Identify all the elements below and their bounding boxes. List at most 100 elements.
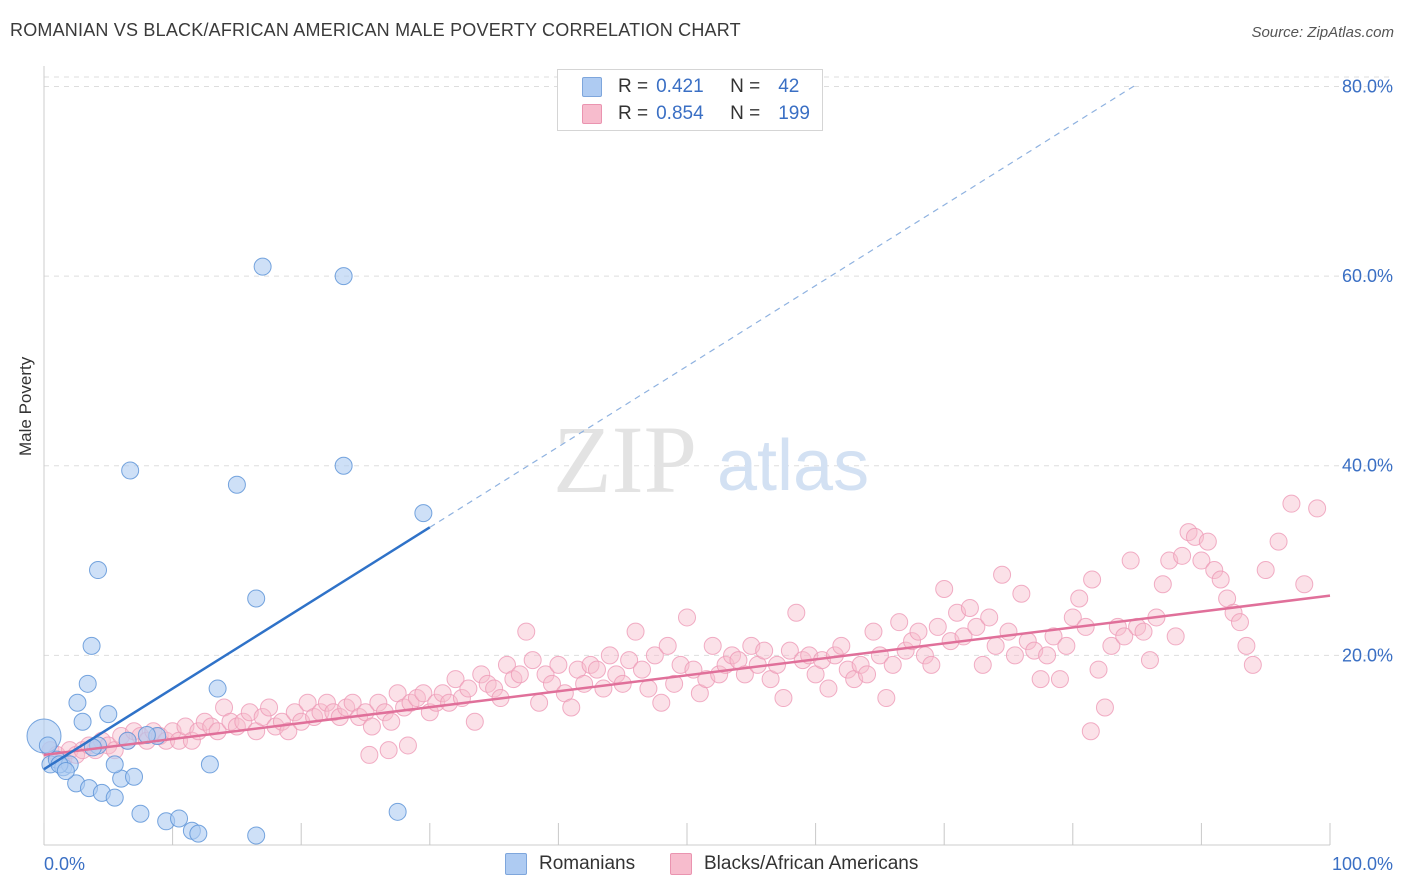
blacks-point: [1102, 636, 1121, 655]
blacks-point: [665, 674, 684, 693]
legend-r-label: R =: [618, 103, 649, 124]
blacks-point: [433, 684, 452, 703]
x-tick-label: 0.0%: [44, 854, 85, 874]
blacks-point: [787, 603, 806, 622]
legend-item-blacks[interactable]: Blacks/African Americans: [670, 852, 918, 876]
blacks-point: [360, 745, 379, 764]
blacks-point: [1269, 532, 1288, 551]
y-tick-label: 40.0%: [1342, 456, 1393, 476]
blacks-point: [877, 689, 896, 708]
legend-label-romanians: Romanians: [539, 853, 636, 874]
blacks-point: [967, 617, 986, 636]
legend-label-blacks: Blacks/African Americans: [704, 853, 919, 874]
blacks-point: [279, 722, 298, 741]
blacks-point: [600, 646, 619, 665]
blacks-point: [632, 660, 651, 679]
blacks-point: [960, 598, 979, 617]
romanians-point: [68, 693, 87, 712]
romanians-point: [105, 755, 124, 774]
blacks-point: [414, 684, 433, 703]
blacks-point: [1083, 570, 1102, 589]
blacks-point: [485, 679, 504, 698]
romanians-point: [137, 726, 156, 745]
legend-r-value: 0.421: [656, 76, 704, 97]
blacks-point: [581, 655, 600, 674]
blacks-point: [1192, 551, 1211, 570]
blacks-point: [221, 712, 240, 731]
blacks-point: [195, 712, 214, 731]
romanians-point: [189, 824, 208, 843]
romanians-point: [121, 461, 140, 480]
blacks-point: [780, 641, 799, 660]
blacks-point: [626, 622, 645, 641]
blacks-point: [832, 636, 851, 655]
romanians-point: [78, 674, 97, 693]
legend-r-label: R =: [618, 76, 649, 97]
blacks-point: [735, 665, 754, 684]
blacks-point: [703, 636, 722, 655]
romanians-point: [56, 762, 75, 781]
romanians-point: [73, 712, 92, 731]
y-tick-label: 80.0%: [1342, 76, 1393, 96]
blacks-point: [1256, 561, 1275, 580]
romanians-point: [125, 767, 144, 786]
series-romanians-points: [26, 257, 433, 845]
watermark-zip: ZIP: [553, 406, 697, 513]
blacks-point: [774, 689, 793, 708]
blacks-point: [382, 712, 401, 731]
blacks-point: [903, 632, 922, 651]
romanians-point: [208, 679, 227, 698]
blacks-point: [587, 660, 606, 679]
legend-swatch-blue: [582, 77, 602, 97]
blacks-point: [594, 679, 613, 698]
blacks-point: [999, 622, 1018, 641]
blacks-point: [459, 679, 478, 698]
y-tick-label: 20.0%: [1342, 645, 1393, 665]
blacks-point: [973, 655, 992, 674]
blacks-point: [1153, 575, 1172, 594]
blacks-point: [1230, 613, 1249, 632]
blacks-point: [1044, 627, 1063, 646]
blacks-point: [369, 693, 388, 712]
blacks-point: [536, 665, 555, 684]
blacks-point: [883, 655, 902, 674]
romanians-point: [334, 267, 353, 286]
grid-lines: [44, 76, 1392, 656]
blacks-point: [1308, 499, 1327, 518]
romanians-point: [388, 802, 407, 821]
blacks-point: [510, 665, 529, 684]
blacks-point: [928, 617, 947, 636]
romanians-trend-extension: [429, 83, 1138, 528]
y-tick-label: 60.0%: [1342, 266, 1393, 286]
romanians-point: [82, 636, 101, 655]
romanians-point: [99, 705, 118, 724]
blacks-point: [253, 708, 272, 726]
blacks-point: [1050, 670, 1069, 689]
romanians-point: [89, 561, 108, 580]
blacks-point: [1070, 589, 1089, 608]
blacks-point: [549, 655, 568, 674]
blacks-point: [517, 622, 536, 641]
blacks-point: [530, 693, 549, 712]
legend-swatch-romanians: [505, 853, 527, 875]
blacks-point: [379, 741, 398, 760]
legend-r-value: 0.854: [656, 103, 704, 124]
blacks-point: [362, 717, 381, 736]
blacks-point: [1179, 523, 1198, 542]
blacks-point: [1282, 494, 1301, 513]
blacks-point: [1166, 627, 1185, 646]
legend-item-romanians[interactable]: Romanians: [505, 852, 635, 876]
blacks-point: [652, 693, 671, 712]
blacks-point: [980, 608, 999, 627]
blacks-point: [1237, 636, 1256, 655]
blacks-point: [401, 693, 420, 712]
blacks-point: [1243, 655, 1262, 674]
romanians-point: [247, 589, 266, 608]
correlation-legend: R = 0.421 N = 42 R = 0.854 N = 199: [557, 69, 823, 131]
romanians-trend-line: [43, 526, 431, 771]
romanians-point: [118, 731, 137, 750]
blacks-point: [472, 665, 491, 684]
blacks-point: [523, 651, 542, 670]
blacks-point: [1198, 532, 1217, 551]
blacks-point: [1121, 551, 1140, 570]
